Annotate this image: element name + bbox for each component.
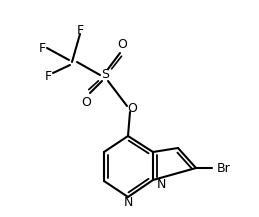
Text: F: F [45, 69, 52, 82]
Text: F: F [76, 23, 84, 36]
Text: O: O [117, 38, 127, 51]
Text: N: N [156, 178, 166, 191]
Text: S: S [101, 69, 109, 82]
Text: N: N [123, 197, 133, 209]
Text: F: F [38, 41, 46, 54]
Text: Br: Br [217, 161, 231, 174]
Text: O: O [81, 95, 91, 108]
Text: O: O [127, 102, 137, 115]
